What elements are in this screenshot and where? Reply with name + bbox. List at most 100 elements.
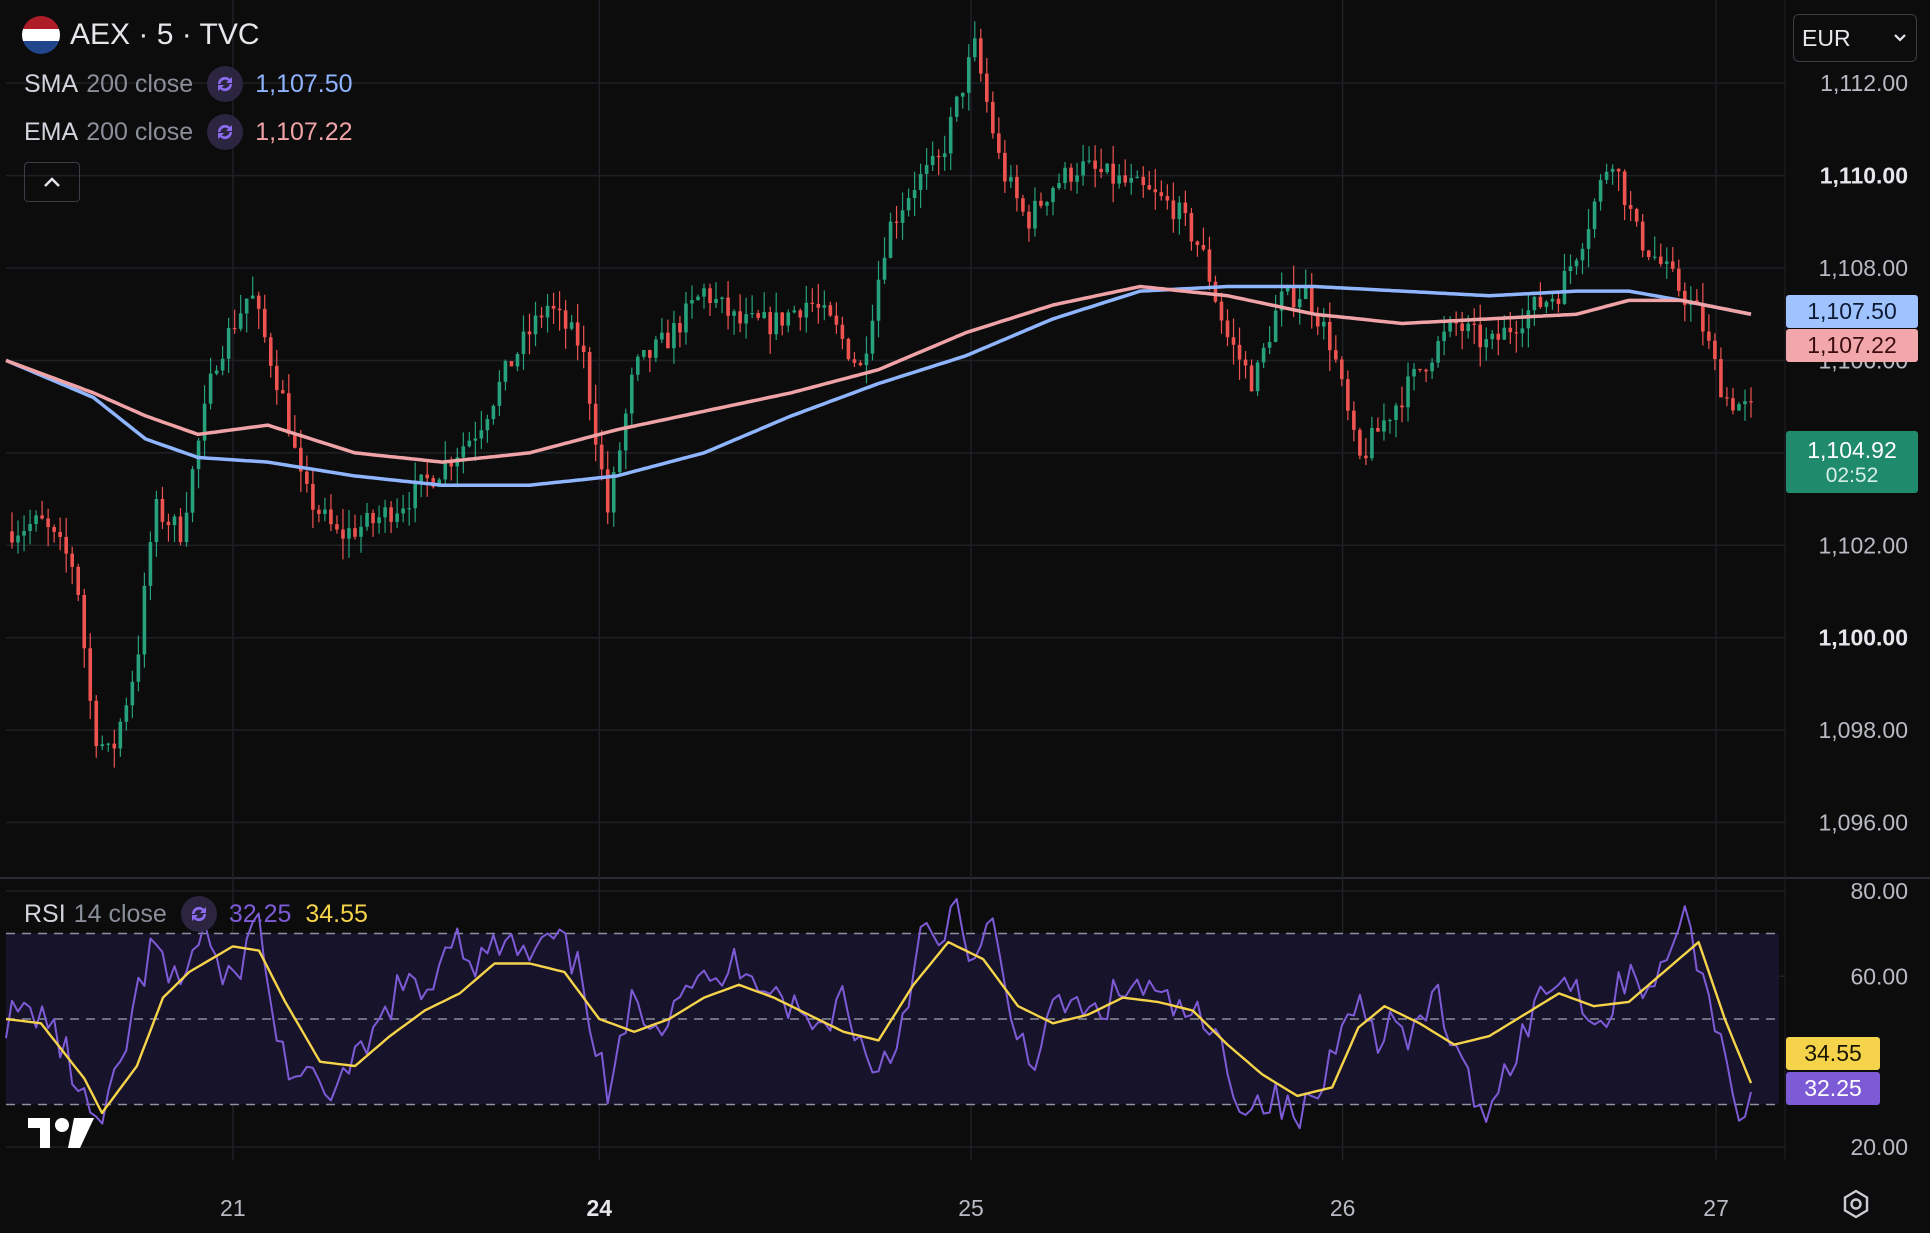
candle-body <box>1676 268 1681 291</box>
candle-body <box>611 472 616 513</box>
candle-body <box>1713 340 1717 360</box>
rsi-ma-badge: 34.55 <box>1786 1037 1880 1070</box>
currency-select[interactable]: EUR <box>1793 14 1917 62</box>
candle-body <box>732 311 736 316</box>
currency-label: EUR <box>1802 24 1851 51</box>
rsi-axis[interactable]: 80.00 60.00 20.00 <box>1850 878 1908 1160</box>
candle-body <box>136 654 141 682</box>
candle-body <box>1159 192 1164 197</box>
candle-body <box>912 190 917 198</box>
candle-body <box>82 594 87 649</box>
candle-body <box>870 320 875 354</box>
rsi-legend[interactable]: RSI 14 close 32.25 34.55 <box>24 896 368 932</box>
candle-body <box>563 310 568 329</box>
candle-body <box>52 527 56 532</box>
candle-body <box>1105 163 1109 173</box>
candle-body <box>1165 196 1170 201</box>
candle-body <box>1749 401 1753 403</box>
candle-body <box>1430 362 1434 372</box>
symbol-label: AEX · 5 · TVC <box>70 18 260 51</box>
candle-body <box>305 471 309 484</box>
time-tick-label: 25 <box>958 1195 984 1221</box>
candle-body <box>317 509 321 514</box>
candle-body <box>1610 168 1615 172</box>
candle-body <box>1544 301 1549 307</box>
candle-body <box>642 350 646 357</box>
candle-body <box>70 553 74 567</box>
sync-icon[interactable] <box>180 896 217 932</box>
ema-legend[interactable]: EMA 200 close 1,107.22 <box>24 114 353 150</box>
candle-body <box>557 308 562 311</box>
candle-body <box>762 312 766 318</box>
time-axis[interactable]: 21 24 25 26 27 <box>220 1195 1729 1221</box>
candle-body <box>256 295 261 309</box>
price-tick-label: 1,102.00 <box>1818 532 1908 558</box>
rsi-badge: 32.25 <box>1786 1072 1880 1105</box>
gear-icon[interactable] <box>1840 1188 1872 1220</box>
rsi-line <box>5 898 1752 1130</box>
candle-body <box>738 311 742 324</box>
last-price: 1,104.92 <box>1807 436 1897 463</box>
price-tick-label: 1,098.00 <box>1818 717 1908 743</box>
candle-body <box>130 681 135 706</box>
candle-body <box>1550 298 1555 302</box>
candle-body <box>1033 200 1037 229</box>
candle-body <box>425 474 430 479</box>
candle-body <box>575 322 580 346</box>
candle-body <box>1129 177 1134 183</box>
candle-body <box>1189 213 1194 242</box>
sma-legend[interactable]: SMA 200 close 1,107.50 <box>24 66 353 102</box>
price-tick-label: 1,112.00 <box>1820 70 1908 96</box>
candle-body <box>1135 176 1140 179</box>
candle-body <box>696 296 700 301</box>
collapse-legend-button[interactable] <box>24 162 80 202</box>
candle-body <box>1021 198 1025 212</box>
candle-body <box>1737 404 1741 411</box>
candle-body <box>858 362 863 366</box>
candle-body <box>1207 249 1212 282</box>
sma-value: 1,107.50 <box>255 69 353 98</box>
tradingview-logo-icon[interactable] <box>26 1116 96 1150</box>
candle-body <box>1243 359 1248 366</box>
candle-body <box>1707 331 1711 341</box>
chevron-down-icon <box>1894 34 1906 42</box>
candle-body <box>1652 256 1657 258</box>
candle-body <box>1418 368 1422 371</box>
candle-body <box>148 542 153 586</box>
candle-body <box>888 221 893 258</box>
moving-average-lines <box>5 284 1752 487</box>
candle-body <box>443 460 448 480</box>
candle-body <box>726 297 730 316</box>
candle-body <box>166 521 171 526</box>
candle-body <box>702 288 706 297</box>
netherlands-flag-icon <box>22 16 60 54</box>
price-tick-label: 1,110.00 <box>1820 163 1908 189</box>
rsi-lines <box>5 898 1753 1130</box>
candle-body <box>178 516 183 543</box>
candle-body <box>94 700 99 747</box>
sync-icon[interactable] <box>207 66 244 102</box>
price-tick-label: 1,096.00 <box>1818 810 1908 836</box>
candle-body <box>431 478 436 487</box>
candle-body <box>58 531 62 537</box>
candle-body <box>1394 405 1398 420</box>
candle-body <box>76 566 81 595</box>
candle-body <box>226 328 231 359</box>
candle-body <box>1592 201 1597 230</box>
candle-body <box>202 403 207 441</box>
candle-body <box>1502 327 1507 340</box>
rsi-value: 32.25 <box>228 899 292 928</box>
ema-value: 1,107.22 <box>255 117 353 146</box>
candle-body <box>1562 271 1567 304</box>
candle-body <box>1057 183 1061 188</box>
sync-icon[interactable] <box>207 114 244 150</box>
candle-body <box>1664 261 1669 264</box>
candle-body <box>1153 189 1158 193</box>
symbol-title[interactable]: AEX · 5 · TVC <box>22 16 260 54</box>
candle-body <box>142 585 147 655</box>
candle-body <box>780 312 785 326</box>
candle-body <box>617 450 622 473</box>
candle-body <box>1370 427 1374 459</box>
candle-body <box>1147 185 1152 190</box>
